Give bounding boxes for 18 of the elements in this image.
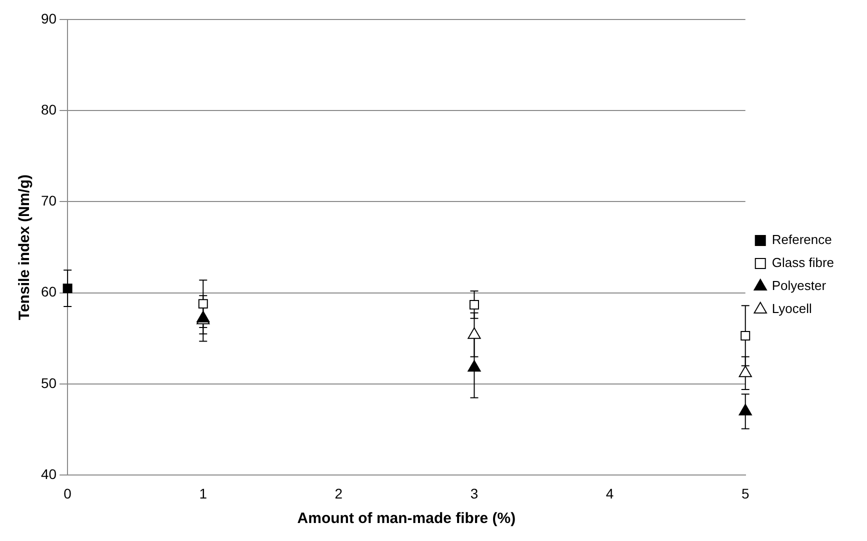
y-axis-title: Tensile index (Nm/g) bbox=[16, 174, 34, 320]
x-tick-label: 5 bbox=[741, 485, 750, 502]
legend-label: Lyocell bbox=[772, 301, 812, 316]
y-tick-label: 80 bbox=[40, 101, 57, 118]
x-axis-title: Amount of man-made fibre (%) bbox=[297, 510, 516, 528]
x-tick-label: 2 bbox=[334, 485, 343, 502]
y-tick-label: 40 bbox=[40, 466, 57, 482]
x-tick-label: 1 bbox=[199, 485, 208, 502]
x-tick-label: 0 bbox=[64, 485, 72, 502]
x-tick-label: 4 bbox=[606, 485, 614, 502]
y-tick-label: 90 bbox=[40, 10, 57, 26]
y-tick-label: 60 bbox=[40, 284, 57, 300]
y-tick-label: 50 bbox=[40, 374, 57, 391]
legend-label: Reference bbox=[772, 232, 832, 248]
legend-label: Polyester bbox=[772, 278, 827, 294]
legend-label: Glass fibre bbox=[772, 255, 834, 270]
y-tick-label: 70 bbox=[40, 192, 57, 209]
x-tick-label: 3 bbox=[470, 485, 478, 502]
